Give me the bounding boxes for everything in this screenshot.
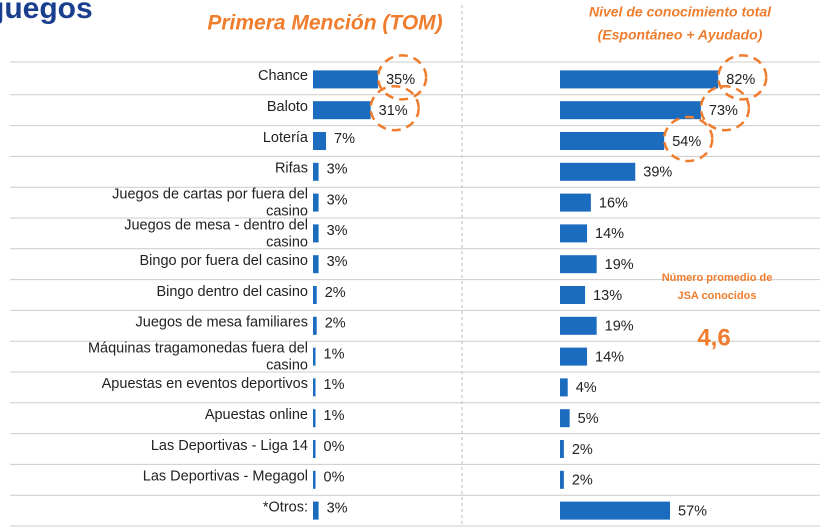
bar xyxy=(560,193,591,212)
highlight-circle xyxy=(699,84,751,132)
bar xyxy=(313,501,319,520)
value-label: 2% xyxy=(325,316,346,332)
value-label: 3% xyxy=(327,500,348,516)
category-label: Juegos de mesa familiares xyxy=(136,315,308,331)
annotation-value: 4,6 xyxy=(697,324,730,351)
annotation: Número promedio de JSA conocidos xyxy=(662,272,773,302)
logo: juegos xyxy=(0,0,93,25)
chart-subtitle: (Espontáneo + Ayudado) xyxy=(598,27,763,43)
value-label: 3% xyxy=(327,254,348,270)
value-label: 5% xyxy=(578,411,599,427)
bar xyxy=(560,470,564,489)
bar xyxy=(313,286,317,304)
category-label: Baloto xyxy=(267,99,308,115)
bar xyxy=(313,255,319,274)
bar xyxy=(560,409,570,428)
bar xyxy=(560,347,588,366)
value-label: 3% xyxy=(327,162,348,178)
bar xyxy=(313,378,316,397)
category-label: Bingo por fuera del casino xyxy=(140,253,308,269)
value-label: 2% xyxy=(572,442,593,458)
category-label: Bingo dentro del casino xyxy=(156,284,308,300)
highlight-circle xyxy=(662,115,714,163)
bar xyxy=(313,316,317,335)
category-label: Máquinas tragamonedas fuera del casino xyxy=(88,340,308,373)
bar xyxy=(313,470,316,489)
value-label: 3% xyxy=(327,192,348,208)
category-label: *Otros: xyxy=(263,499,308,515)
bar xyxy=(560,255,597,274)
category-label: Juegos de cartas por fuera del casino xyxy=(112,186,308,219)
value-label: 35% xyxy=(386,72,415,88)
category-label: Lotería xyxy=(263,130,309,146)
bar xyxy=(560,316,597,335)
value-label: 14% xyxy=(595,349,624,365)
category-label: Rifas xyxy=(275,161,308,177)
value-label: 0% xyxy=(324,470,345,486)
category-label: Juegos de mesa - dentro del casino xyxy=(124,217,308,250)
bar xyxy=(313,101,371,120)
value-label: 31% xyxy=(379,103,408,119)
bar xyxy=(560,101,701,120)
value-label: 16% xyxy=(599,195,628,211)
value-label: 14% xyxy=(595,226,624,242)
value-label: 1% xyxy=(324,346,345,362)
bar xyxy=(560,132,665,150)
value-label: 2% xyxy=(325,285,346,301)
value-label: 57% xyxy=(678,503,707,519)
value-label: 19% xyxy=(605,319,634,335)
bar xyxy=(313,224,319,243)
bar xyxy=(313,440,316,458)
value-label: 39% xyxy=(643,165,672,181)
bar xyxy=(313,193,319,212)
bar xyxy=(560,501,671,520)
category-label: Chance xyxy=(258,68,308,84)
highlight-circle xyxy=(376,54,428,101)
bar xyxy=(560,440,564,458)
value-label: 13% xyxy=(593,288,622,304)
category-label: Las Deportivas - Liga 14 xyxy=(151,438,308,454)
highlight-circle xyxy=(369,84,420,132)
bar xyxy=(560,224,588,243)
bar xyxy=(560,70,719,89)
category-label: Apuestas online xyxy=(205,407,308,423)
value-label: 19% xyxy=(605,257,634,273)
bar xyxy=(313,347,316,366)
bar xyxy=(560,162,636,181)
bar xyxy=(560,286,586,304)
value-label: 4% xyxy=(576,380,597,396)
chart-title: Nivel de conocimiento total xyxy=(589,4,772,20)
chart-title: Primera Mención (TOM) xyxy=(207,12,442,35)
bar xyxy=(313,132,327,150)
bar xyxy=(313,162,319,181)
bar xyxy=(313,409,316,428)
value-label: 73% xyxy=(709,103,738,119)
value-label: 2% xyxy=(572,473,593,489)
highlight-circle xyxy=(717,54,768,101)
value-label: 0% xyxy=(324,439,345,455)
category-label: Las Deportivas - Megagol xyxy=(143,469,308,485)
value-label: 54% xyxy=(672,134,701,150)
value-label: 7% xyxy=(334,131,355,147)
value-label: 1% xyxy=(324,408,345,424)
category-label: Apuestas en eventos deportivos xyxy=(102,376,308,392)
bar xyxy=(313,70,379,89)
value-label: 3% xyxy=(327,223,348,239)
bar xyxy=(560,378,568,397)
value-label: 1% xyxy=(324,377,345,393)
value-label: 82% xyxy=(726,72,755,88)
